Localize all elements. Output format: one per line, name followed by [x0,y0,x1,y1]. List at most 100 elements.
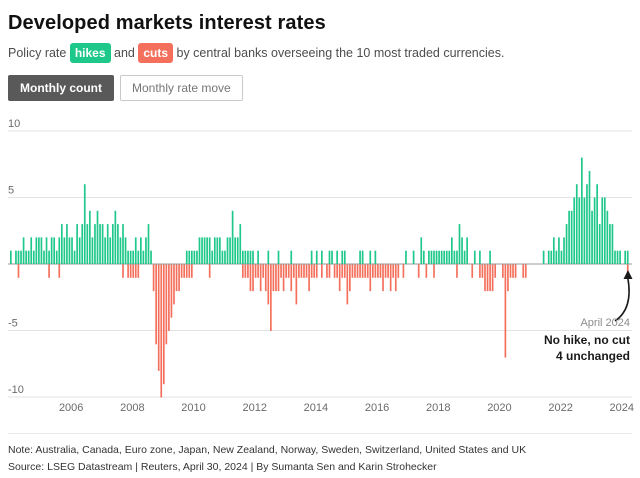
hike-bar [129,250,132,264]
hike-bar [619,250,621,264]
hike-bar [430,250,433,264]
subtitle: Policy rate hikes and cuts by central ba… [8,43,632,63]
hike-bar [76,224,78,264]
cut-bar [433,264,435,278]
cut-bar [280,264,282,278]
hike-bar [38,237,40,264]
hike-bar [60,224,63,264]
x-tick-label: 2010 [181,402,205,414]
source-text: Source: LSEG Datastream | Reuters, April… [8,460,437,473]
annotation: April 2024 No hike, no cut 4 unchanged [544,317,630,364]
hike-bar [331,250,333,264]
hike-bar [216,237,219,264]
cut-bar [249,264,252,292]
cut-bar [456,264,458,278]
hike-bar [249,250,252,264]
chart-area: 10 5 -5 -10 2006 2008 2010 2012 2014 2016 2018 2020… [0,109,640,425]
cut-bar [479,264,481,278]
cut-bar [397,264,400,278]
cut-bar [244,264,247,278]
hike-bar [150,250,152,264]
cut-bar [328,264,331,278]
y-tick-label: 5 [8,185,14,197]
hike-bar [547,250,550,264]
hike-bar [81,224,84,264]
hike-bar [20,250,22,264]
cut-bar [208,264,211,278]
x-tick-label: 2022 [548,402,572,414]
hike-bar [234,237,237,264]
hike-bar [201,237,203,264]
hike-bar [71,237,73,264]
hike-bar [86,224,89,264]
annotation-line1: No hike, no cut [543,333,630,347]
annotation-arrow [614,278,630,322]
hike-bar [252,250,254,264]
hike-bar [17,250,20,264]
cut-bar [183,264,186,278]
hike-bar [435,250,438,264]
cut-bar [333,264,336,278]
cut-bar [389,264,392,292]
hike-bar [565,224,568,264]
hike-bar [328,250,331,264]
hike-bar [96,210,99,264]
hike-bar [438,250,440,264]
cut-bar [310,264,313,278]
hike-bar [583,197,586,264]
cut-bar [298,264,300,278]
hike-bar [45,237,48,264]
hike-bar [147,224,150,264]
cut-bar [336,264,338,278]
cut-bar [129,264,132,278]
hike-bar [236,237,239,264]
x-tick-label: 2014 [304,402,328,414]
cut-bar [512,264,514,278]
hike-bar [213,237,216,264]
cut-bar [122,264,124,278]
hike-bar [458,224,461,264]
hike-bar [433,250,435,264]
tab-monthly-rate-move[interactable]: Monthly rate move [119,75,243,101]
hike-bar [453,250,456,264]
hike-bar [25,250,27,264]
cut-bar [282,264,285,292]
cut-bar [509,264,512,278]
cut-bar [346,264,349,305]
annotation-date: April 2024 [580,317,630,329]
hike-bar [456,250,458,264]
hike-bar [58,237,61,264]
hike-bar [593,197,596,264]
hike-bar [91,237,94,264]
cut-bar [315,264,318,278]
x-tick-label: 2016 [365,402,389,414]
tab-monthly-count[interactable]: Monthly count [8,75,114,101]
hike-bar [137,250,140,264]
hike-bar [109,237,112,264]
hike-bar [239,224,242,264]
cut-bar [160,264,163,398]
hike-bar [193,250,196,264]
cut-bar [507,264,509,292]
hike-bar [127,250,129,264]
hike-bar [10,250,12,264]
cut-bar [491,264,494,292]
cut-bar [267,264,270,305]
hike-bar [601,197,604,264]
hike-bar [560,250,563,264]
cut-bar [157,264,160,371]
hike-bar [321,250,323,264]
hike-bar [203,237,206,264]
cut-bar [48,264,50,278]
cut-bar [165,264,168,345]
cut-bar [417,264,420,278]
cut-bar [484,264,486,292]
hike-bar [626,250,629,264]
cut-bar [321,264,323,278]
cut-bar [277,264,280,292]
cut-bar [494,264,497,278]
cut-bar [343,264,346,278]
annotation-line2: 4 unchanged [555,349,630,364]
cut-bar [17,264,20,278]
